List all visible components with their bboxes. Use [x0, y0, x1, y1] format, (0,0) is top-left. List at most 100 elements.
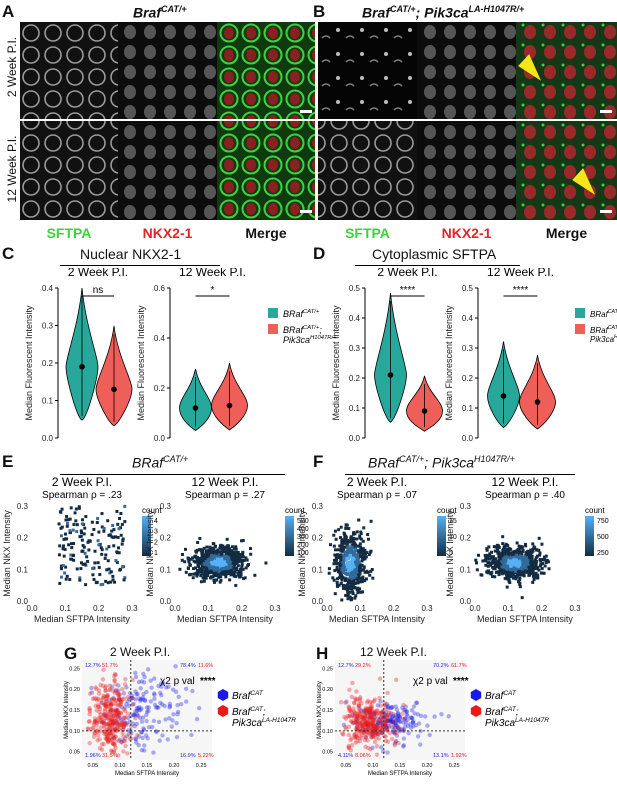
hex-bin: [140, 697, 145, 702]
hex-bin: [371, 724, 376, 729]
hex-bin: [400, 728, 405, 733]
density-bin: [496, 551, 500, 555]
density-bin: [520, 596, 524, 600]
density-bin: [359, 568, 363, 572]
x-tick-label: 0.10: [115, 763, 126, 769]
micrograph-grid: [20, 22, 617, 220]
channel-merge-a: Merge: [245, 225, 287, 241]
hex-bin: [103, 688, 108, 694]
hex-bin: [148, 699, 154, 704]
density-bin: [521, 570, 525, 574]
density-bin: [545, 558, 549, 562]
density-bin: [334, 556, 338, 560]
hex-bin: [359, 732, 365, 737]
scale-bar: [600, 110, 612, 113]
data-point: [58, 581, 62, 585]
hex-bin: [357, 735, 362, 741]
density-bin: [366, 570, 370, 574]
density-bin: [345, 542, 349, 546]
panel-f-genotype: BRafCAT/+; Pik3caH1047R/+: [368, 454, 515, 471]
density-E1: 2 Week P.I.Spearman ρ = .230.0 0.1 0.2 0.30…: [2, 476, 162, 624]
hex-bin: [109, 713, 114, 718]
hex-bin: [124, 702, 129, 707]
hex-bin: [425, 723, 430, 728]
density-bin: [238, 570, 242, 574]
density-bin: [493, 549, 497, 553]
hex-bin: [347, 705, 352, 711]
hex-bin: [116, 697, 122, 703]
hex-bin: [357, 711, 363, 716]
hex-bin: [106, 731, 111, 736]
hex-bin: [85, 726, 90, 731]
hex-bin: [159, 693, 164, 698]
hex-bin: [109, 701, 114, 707]
colorbar-tick-label: 250: [597, 550, 609, 557]
density-bin: [218, 544, 222, 548]
hex-bin: [162, 703, 167, 709]
density-bin: [199, 574, 203, 578]
density-bin: [493, 575, 497, 579]
hex-bin: [354, 717, 359, 723]
hex-bin: [398, 715, 403, 720]
data-point: [63, 547, 67, 551]
hex-bin: [159, 684, 164, 689]
density-bin: [539, 559, 543, 563]
hex-bin: [107, 683, 113, 688]
hex-bin: [129, 695, 134, 701]
hex-bin: [383, 738, 389, 744]
hex-bin: [114, 721, 120, 727]
y-tick-label: 0.2: [460, 534, 472, 543]
density-bin: [197, 565, 201, 569]
hex-bin: [353, 740, 358, 745]
hex-bin: [101, 720, 106, 726]
hex-bin: [372, 725, 378, 731]
hex-bin: [366, 720, 371, 725]
hex-bin: [369, 719, 374, 725]
hex-bin: [388, 718, 394, 723]
panel-a-genotype: BrafCAT/+: [133, 4, 187, 21]
density-bin: [490, 550, 494, 554]
density-bin: [224, 548, 228, 552]
density-bin: [505, 575, 509, 579]
density-E2: 12 Week P.I.Spearman ρ = .270.0 0.1 0.2 0.3…: [145, 476, 309, 624]
hex-bin: [363, 710, 368, 716]
density-bin: [509, 556, 513, 560]
density-bin: [515, 574, 519, 578]
density-bin: [515, 560, 519, 564]
density-bin: [512, 558, 516, 562]
density-bin: [502, 550, 506, 554]
hex-bin: [108, 719, 114, 724]
hex-bin: [373, 736, 379, 741]
hex-bin: [379, 730, 384, 736]
hex-bin: [383, 721, 388, 727]
hex-bin: [372, 739, 378, 745]
hex-bin: [357, 738, 363, 744]
hex-bin: [115, 719, 120, 725]
hex-bin: [118, 710, 124, 715]
hex-bin: [110, 722, 115, 727]
density-bin: [541, 561, 545, 565]
hex-bin: [115, 707, 120, 713]
hex-bin: [99, 717, 104, 723]
density-bin: [227, 548, 231, 552]
density-bin: [338, 536, 342, 540]
hex-bin: [347, 706, 352, 712]
density-bin: [527, 565, 531, 569]
hex-bin: [126, 715, 131, 721]
hex-bin: [346, 704, 351, 709]
hex-bin: [371, 710, 377, 715]
x-tick-label: 0.2: [536, 604, 548, 613]
data-point: [103, 556, 107, 560]
hex-bin: [357, 723, 363, 728]
density-bin: [483, 553, 487, 557]
hex-bin: [410, 715, 415, 721]
data-point: [78, 578, 82, 582]
density-bin: [543, 564, 547, 568]
hex-bin: [355, 721, 360, 727]
density-bin: [497, 565, 501, 569]
hex-bin: [121, 715, 127, 721]
density-bin: [221, 547, 225, 551]
y-tick-label: 0.15: [322, 708, 333, 714]
hex-bin: [360, 722, 366, 728]
hex-bin: [361, 730, 366, 736]
